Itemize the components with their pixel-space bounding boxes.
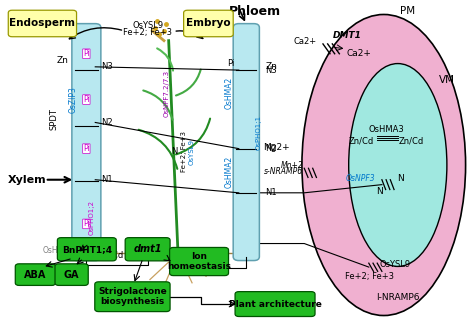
Text: N1: N1 bbox=[101, 175, 112, 184]
FancyBboxPatch shape bbox=[170, 248, 228, 276]
Text: GA: GA bbox=[64, 270, 79, 280]
Text: VM: VM bbox=[439, 75, 455, 85]
Text: Mg2+: Mg2+ bbox=[263, 143, 290, 151]
Text: OsHMA2: OsHMA2 bbox=[225, 155, 234, 188]
Text: Fe+2; Fe+3: Fe+2; Fe+3 bbox=[123, 28, 172, 37]
Text: PM: PM bbox=[400, 6, 415, 16]
Text: OsNPF3: OsNPF3 bbox=[346, 174, 375, 182]
Ellipse shape bbox=[302, 15, 465, 315]
Text: Pi: Pi bbox=[83, 144, 90, 153]
Text: DMT1: DMT1 bbox=[332, 31, 361, 40]
FancyBboxPatch shape bbox=[8, 10, 76, 37]
Text: OsYSL9: OsYSL9 bbox=[189, 139, 195, 165]
Text: N3: N3 bbox=[265, 66, 277, 75]
Ellipse shape bbox=[349, 64, 447, 266]
Text: Zn: Zn bbox=[265, 62, 277, 71]
Text: Ca2+: Ca2+ bbox=[346, 49, 371, 58]
Text: Endosperm: Endosperm bbox=[9, 18, 75, 28]
Text: N3: N3 bbox=[101, 62, 113, 71]
Text: Zn/Cd: Zn/Cd bbox=[398, 137, 423, 146]
Text: Pi: Pi bbox=[227, 59, 234, 68]
Text: Plant architecture: Plant architecture bbox=[228, 300, 321, 309]
FancyBboxPatch shape bbox=[95, 282, 170, 312]
Text: N: N bbox=[397, 174, 403, 182]
Text: N1: N1 bbox=[265, 188, 277, 197]
FancyBboxPatch shape bbox=[57, 238, 116, 261]
Text: Pi: Pi bbox=[83, 49, 90, 58]
Text: OsPHO1;2: OsPHO1;2 bbox=[88, 200, 94, 235]
Text: OsYSL9: OsYSL9 bbox=[379, 260, 410, 269]
Text: SPDT: SPDT bbox=[50, 108, 59, 130]
Text: Ca2+: Ca2+ bbox=[294, 38, 317, 47]
Text: Embryo: Embryo bbox=[186, 18, 231, 28]
Text: N: N bbox=[376, 187, 383, 196]
Text: OsHMA3: OsHMA3 bbox=[43, 246, 75, 254]
Text: N: N bbox=[171, 148, 177, 156]
Text: BnPHT1;4: BnPHT1;4 bbox=[62, 245, 112, 254]
Text: Strigolactone
biosynthesis: Strigolactone biosynthesis bbox=[98, 287, 167, 307]
Text: Fe+2; Fe+3: Fe+2; Fe+3 bbox=[181, 131, 187, 172]
Text: OsPHO1;1: OsPHO1;1 bbox=[256, 115, 262, 150]
FancyBboxPatch shape bbox=[125, 238, 170, 261]
Text: N2: N2 bbox=[265, 144, 277, 153]
Text: OsNPF7.2/7.3: OsNPF7.2/7.3 bbox=[164, 69, 169, 116]
FancyBboxPatch shape bbox=[233, 24, 259, 261]
Text: Mn+2: Mn+2 bbox=[281, 160, 303, 170]
Text: s-NRAMP6: s-NRAMP6 bbox=[264, 167, 303, 176]
FancyBboxPatch shape bbox=[183, 10, 233, 37]
FancyBboxPatch shape bbox=[72, 24, 101, 261]
Text: dmt1: dmt1 bbox=[133, 244, 162, 254]
Text: OsHMA2: OsHMA2 bbox=[225, 77, 234, 109]
Text: Zn: Zn bbox=[56, 56, 68, 65]
Text: OsHMA3: OsHMA3 bbox=[368, 124, 404, 134]
Text: Pi: Pi bbox=[83, 219, 90, 228]
Text: I-NRAMP6: I-NRAMP6 bbox=[376, 293, 419, 302]
Text: OsYSL9: OsYSL9 bbox=[132, 21, 163, 30]
Text: ABA: ABA bbox=[24, 270, 46, 280]
FancyBboxPatch shape bbox=[15, 264, 55, 285]
Text: Phloem: Phloem bbox=[229, 5, 281, 18]
Text: Zn/Cd: Zn/Cd bbox=[349, 137, 374, 146]
Text: Ion
homeostasis: Ion homeostasis bbox=[167, 252, 231, 271]
Text: Fe+2; Fe+3: Fe+2; Fe+3 bbox=[345, 272, 394, 281]
Text: N2: N2 bbox=[101, 118, 112, 127]
Text: Pi: Pi bbox=[83, 95, 90, 104]
FancyBboxPatch shape bbox=[235, 292, 315, 316]
Text: OsZIP3: OsZIP3 bbox=[68, 86, 77, 113]
Text: Zn/Cd: Zn/Cd bbox=[99, 250, 124, 259]
Text: Xylem: Xylem bbox=[7, 175, 46, 185]
FancyBboxPatch shape bbox=[55, 264, 88, 285]
